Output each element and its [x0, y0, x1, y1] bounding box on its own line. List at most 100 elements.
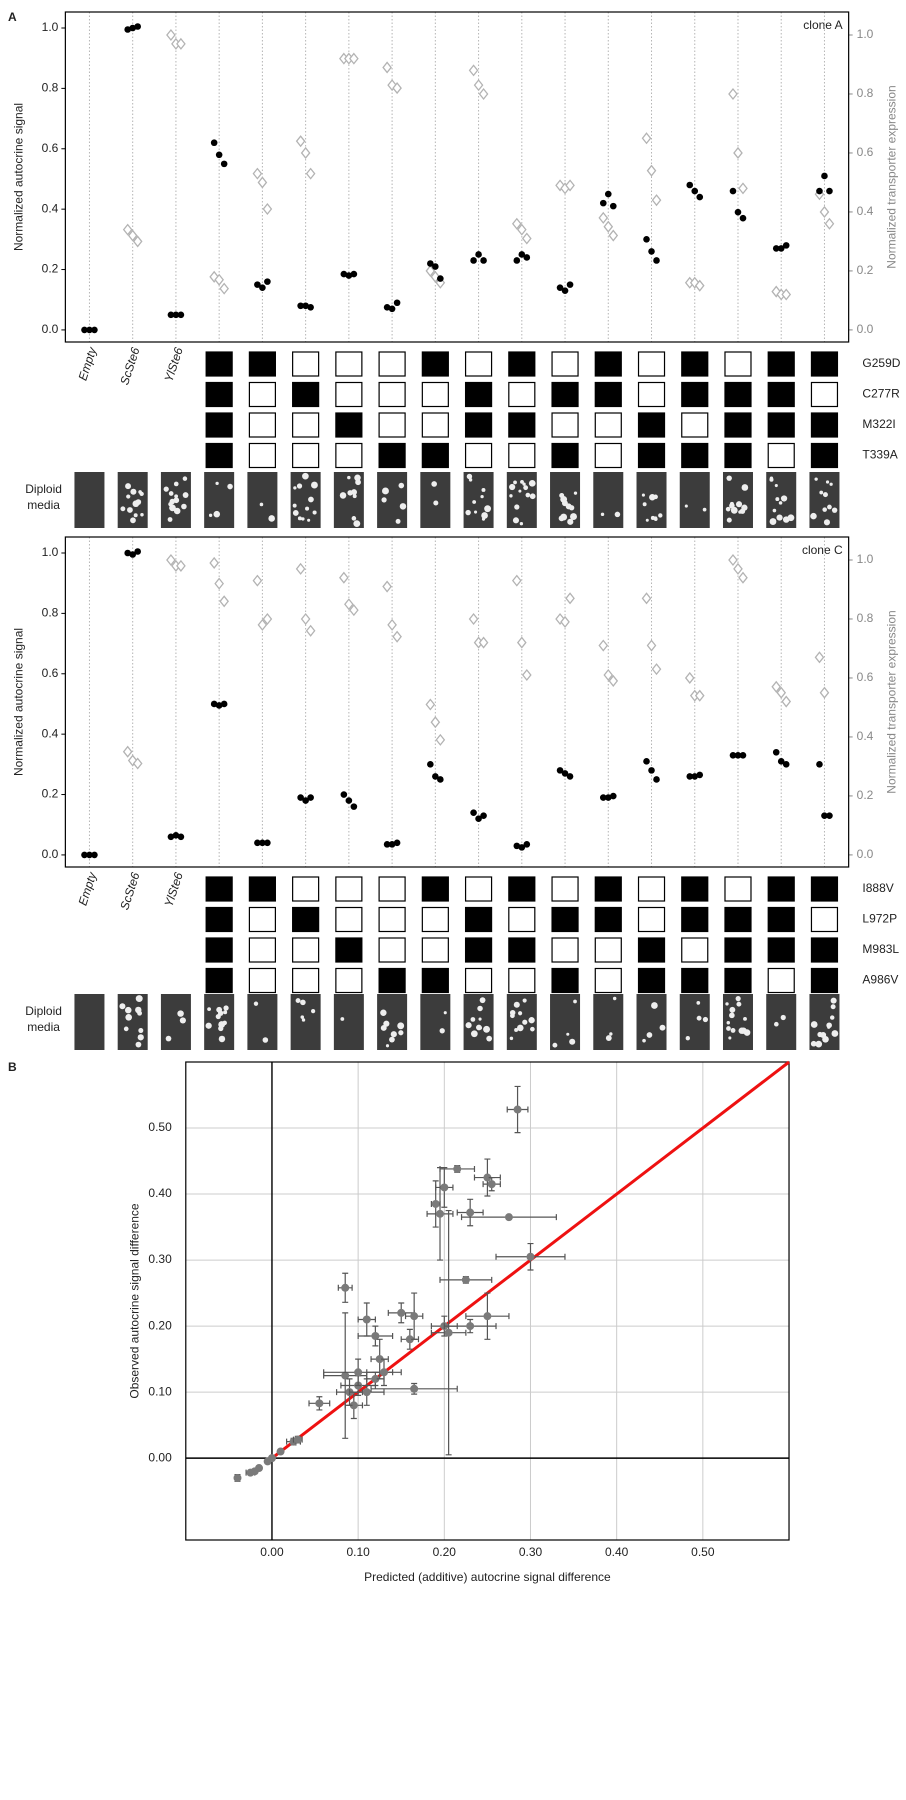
expression-point — [565, 592, 575, 605]
colony — [605, 1035, 612, 1042]
mutation-cell — [292, 412, 320, 438]
signal-point — [254, 839, 261, 847]
colony — [646, 1032, 653, 1038]
media-photo — [463, 994, 494, 1050]
mutation-cell — [248, 876, 276, 902]
signal-point — [167, 311, 175, 319]
signal-point — [648, 248, 655, 255]
colony — [381, 497, 387, 503]
expression-point — [252, 574, 263, 587]
mutation-cell — [767, 412, 795, 438]
mutation-cell — [637, 351, 666, 377]
mutation-cell — [810, 906, 839, 933]
signal-point — [254, 281, 261, 288]
colony — [702, 507, 707, 512]
colony — [565, 503, 572, 510]
signal-point — [523, 841, 531, 848]
y-tick-label: 0.8 — [42, 81, 59, 95]
y-tick-label: 1.0 — [42, 545, 59, 559]
y-axis-title: Normalized autocrine signal — [12, 103, 26, 251]
colony — [481, 487, 486, 492]
mutation-cell — [205, 937, 233, 963]
y-tick-label: 0.50 — [148, 1120, 172, 1134]
signal-point — [432, 263, 439, 270]
colony — [518, 1011, 523, 1016]
colony — [123, 1026, 129, 1032]
y-tick-label: 0.40 — [148, 1186, 172, 1200]
mutation-cell — [378, 442, 406, 469]
colony — [726, 1026, 731, 1031]
mutation-cell — [205, 967, 233, 994]
expression-point — [425, 698, 436, 711]
colony — [472, 500, 477, 504]
scatter-point — [513, 1105, 522, 1114]
colony — [552, 1042, 558, 1048]
signal-point — [124, 26, 131, 33]
colony — [573, 999, 577, 1004]
colony — [819, 490, 824, 495]
expression-point — [733, 562, 743, 575]
colony — [253, 1001, 259, 1006]
colony — [642, 502, 647, 507]
colony — [311, 1009, 316, 1014]
expression-point — [560, 615, 570, 628]
colony — [213, 510, 221, 518]
colony — [573, 491, 578, 495]
colony — [730, 506, 738, 514]
mutation-cell — [508, 412, 536, 438]
mutation-cell — [637, 906, 666, 933]
colony — [130, 488, 137, 495]
colony — [822, 492, 828, 498]
colony — [513, 1001, 520, 1008]
scatter-point — [405, 1335, 414, 1344]
colony — [740, 1027, 747, 1034]
colony — [612, 996, 617, 1001]
colony — [509, 1036, 514, 1041]
colony — [223, 1010, 228, 1015]
media-photo — [204, 994, 235, 1050]
panel-title: clone C — [802, 543, 843, 557]
mutation-cell — [421, 876, 449, 902]
expression-point — [122, 745, 133, 758]
signal-point — [210, 139, 218, 147]
y2-tick-label: 1.0 — [857, 27, 874, 41]
mutation-cell — [551, 351, 579, 377]
mutation-cell — [681, 906, 709, 933]
colony — [522, 1019, 528, 1025]
colony — [293, 486, 297, 490]
colony — [787, 514, 795, 522]
colony — [566, 1032, 570, 1036]
colony — [132, 500, 140, 508]
mutation-cell — [205, 351, 233, 377]
colony — [814, 477, 818, 481]
expression-point — [176, 559, 186, 572]
scatter-point — [293, 1435, 302, 1444]
expression-point — [814, 651, 825, 664]
signal-point — [782, 242, 790, 249]
colony — [822, 1035, 829, 1043]
mutation-cell — [464, 442, 493, 469]
mutation-label: I888V — [862, 881, 893, 895]
scatter-point — [431, 1199, 440, 1208]
colony — [831, 1030, 839, 1037]
expression-point — [349, 52, 359, 65]
colony — [297, 516, 302, 521]
scatter-point — [483, 1312, 492, 1321]
signal-point — [345, 272, 353, 279]
colony — [301, 517, 305, 521]
signal-point — [772, 245, 780, 252]
signal-point — [470, 257, 477, 264]
mutation-cell — [681, 937, 709, 963]
expression-point — [555, 612, 565, 626]
scatter-point — [466, 1208, 475, 1217]
media-photo — [809, 472, 840, 528]
signal-point — [86, 326, 93, 334]
colony — [385, 1044, 390, 1048]
colony — [127, 507, 133, 513]
signal-point — [81, 326, 88, 334]
mutation-cell — [248, 412, 276, 438]
mutation-cell — [810, 967, 839, 994]
colony — [300, 1015, 305, 1019]
signal-point — [561, 287, 569, 294]
scatter-point — [362, 1388, 371, 1397]
